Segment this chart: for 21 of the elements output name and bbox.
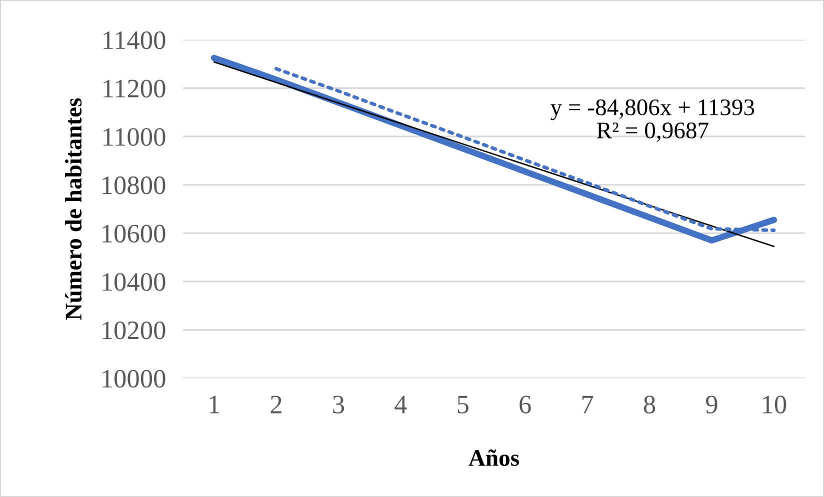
- y-tick-label: 11200: [104, 80, 166, 98]
- y-tick-label: 11400: [104, 31, 166, 50]
- y-tick-label: 10000: [102, 370, 166, 388]
- y-tick-label: 10600: [102, 224, 166, 243]
- x-tick-label: 5: [458, 396, 468, 414]
- y-tick-label: 11000: [104, 128, 166, 146]
- x-tick-label: 7: [582, 396, 594, 414]
- y-tick-label: 10800: [102, 176, 166, 194]
- annotation: y = -84,806x + 11393 R² = 0,9687: [550, 99, 754, 142]
- y-axis-title: Número de habitantes: [64, 98, 82, 320]
- x-axis-title: Años: [468, 449, 519, 466]
- y-tick-label: 10400: [102, 273, 166, 291]
- x-tick-label: 9: [706, 396, 718, 414]
- y-tick-label: 10200: [102, 321, 166, 340]
- x-tick-label: 2: [270, 396, 282, 414]
- x-tick-label: 10: [763, 396, 786, 414]
- x-tick-label: 1: [210, 396, 220, 414]
- x-tick-label: 6: [520, 396, 531, 414]
- x-tick-label: 3: [333, 396, 344, 414]
- x-tick-label: 8: [644, 396, 656, 414]
- x-tick-label: 4: [394, 396, 407, 414]
